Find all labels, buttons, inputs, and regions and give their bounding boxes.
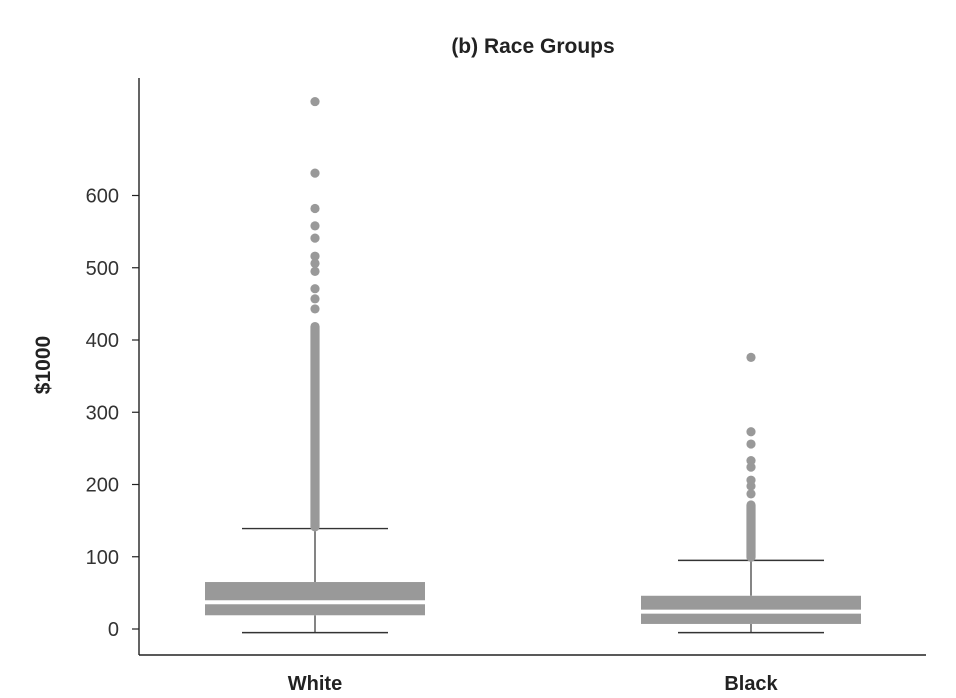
x-category-label-black: Black: [724, 673, 778, 695]
y-tick-label: 200: [86, 475, 119, 497]
white-outlier-point: [310, 233, 320, 243]
y-tick-label: 0: [108, 619, 119, 641]
white-outlier-point: [310, 203, 320, 214]
black-outlier-point: [746, 439, 756, 449]
black-outlier-point: [746, 427, 756, 437]
y-axis-label: $1000: [32, 336, 55, 394]
white-outlier-point: [310, 96, 320, 107]
white-outlier-point: [310, 251, 320, 261]
white-outlier-point: [310, 266, 320, 276]
black-median-line: [641, 609, 861, 614]
x-category-label-white: White: [288, 673, 342, 695]
white-outlier-point: [310, 294, 320, 304]
y-tick-label: 600: [86, 186, 119, 208]
white-outlier-point: [310, 168, 320, 178]
y-tick-label: 100: [86, 547, 119, 569]
chart-title: (b) Race Groups: [451, 35, 614, 58]
black-outlier-point: [746, 475, 756, 485]
y-tick-label: 400: [86, 330, 119, 352]
white-outlier-point: [310, 284, 320, 294]
black-outlier-point: [746, 352, 756, 362]
white-outlier-point: [310, 221, 320, 231]
white-median-line: [205, 600, 425, 605]
plot-area: 0 100 200 300 400 500 600 White Black: [86, 78, 926, 695]
y-tick-label: 500: [86, 258, 119, 280]
black-outlier-point: [746, 462, 756, 472]
black-outlier-column: [746, 500, 756, 562]
white-outlier-point: [310, 258, 320, 269]
white-outlier-column: [310, 321, 320, 532]
black-outlier-point: [746, 489, 756, 499]
white-outlier-point: [310, 304, 320, 314]
white-box: [205, 582, 425, 616]
y-tick-label: 300: [86, 402, 119, 424]
black-outlier-point: [746, 456, 756, 466]
